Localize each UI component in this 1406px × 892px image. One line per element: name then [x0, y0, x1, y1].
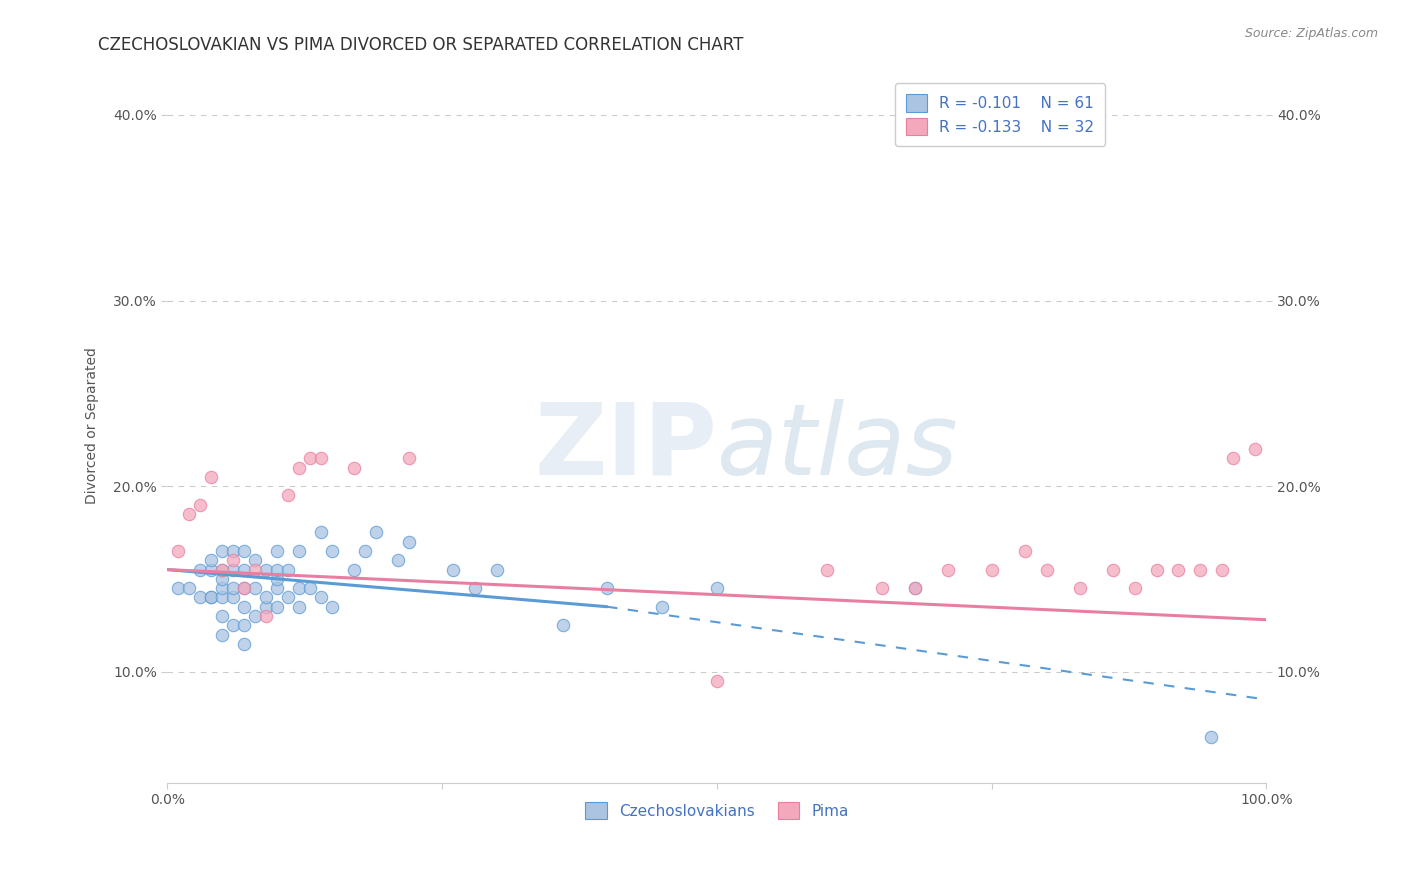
Point	[980, 563, 1002, 577]
Point	[1211, 563, 1233, 577]
Point	[254, 591, 277, 605]
Point	[254, 609, 277, 624]
Point	[1069, 581, 1091, 595]
Point	[245, 581, 267, 595]
Point	[398, 451, 420, 466]
Point	[233, 544, 256, 558]
Point	[277, 563, 299, 577]
Point	[288, 460, 311, 475]
Point	[277, 488, 299, 502]
Point	[387, 553, 409, 567]
Point	[233, 637, 256, 651]
Point	[904, 581, 927, 595]
Point	[233, 581, 256, 595]
Point	[190, 591, 212, 605]
Point	[200, 563, 222, 577]
Point	[211, 572, 233, 586]
Point	[299, 451, 322, 466]
Point	[299, 581, 322, 595]
Point	[1101, 563, 1123, 577]
Point	[211, 609, 233, 624]
Point	[266, 599, 288, 614]
Point	[398, 534, 420, 549]
Point	[651, 599, 673, 614]
Point	[179, 507, 201, 521]
Point	[815, 563, 838, 577]
Point	[222, 563, 245, 577]
Point	[486, 563, 509, 577]
Point	[211, 544, 233, 558]
Legend: Czechoslovakians, Pima: Czechoslovakians, Pima	[579, 796, 855, 825]
Point	[167, 544, 190, 558]
Point	[222, 581, 245, 595]
Point	[311, 525, 333, 540]
Point	[233, 581, 256, 595]
Point	[233, 563, 256, 577]
Point	[1189, 563, 1212, 577]
Point	[200, 591, 222, 605]
Point	[706, 581, 728, 595]
Point	[222, 553, 245, 567]
Point	[288, 544, 311, 558]
Point	[233, 618, 256, 632]
Point	[233, 599, 256, 614]
Point	[321, 544, 343, 558]
Point	[904, 581, 927, 595]
Point	[167, 581, 190, 595]
Point	[288, 599, 311, 614]
Point	[936, 563, 959, 577]
Point	[266, 581, 288, 595]
Point	[245, 553, 267, 567]
Point	[343, 563, 366, 577]
Point	[211, 563, 233, 577]
Point	[870, 581, 893, 595]
Point	[266, 544, 288, 558]
Point	[200, 553, 222, 567]
Point	[266, 563, 288, 577]
Point	[366, 525, 388, 540]
Point	[211, 563, 233, 577]
Point	[1201, 730, 1223, 744]
Point	[277, 591, 299, 605]
Point	[1167, 563, 1189, 577]
Y-axis label: Divorced or Separated: Divorced or Separated	[86, 347, 100, 504]
Point	[706, 673, 728, 688]
Text: CZECHOSLOVAKIAN VS PIMA DIVORCED OR SEPARATED CORRELATION CHART: CZECHOSLOVAKIAN VS PIMA DIVORCED OR SEPA…	[98, 36, 744, 54]
Point	[1146, 563, 1168, 577]
Text: ZIP: ZIP	[534, 399, 717, 496]
Point	[1014, 544, 1036, 558]
Point	[211, 581, 233, 595]
Point	[311, 451, 333, 466]
Point	[190, 563, 212, 577]
Point	[266, 572, 288, 586]
Point	[321, 599, 343, 614]
Point	[1244, 442, 1267, 456]
Point	[288, 581, 311, 595]
Point	[1123, 581, 1146, 595]
Point	[179, 581, 201, 595]
Point	[596, 581, 619, 595]
Point	[311, 591, 333, 605]
Point	[222, 618, 245, 632]
Point	[441, 563, 464, 577]
Text: Source: ZipAtlas.com: Source: ZipAtlas.com	[1244, 27, 1378, 40]
Point	[190, 498, 212, 512]
Point	[354, 544, 377, 558]
Point	[222, 544, 245, 558]
Point	[254, 563, 277, 577]
Point	[200, 470, 222, 484]
Point	[1035, 563, 1057, 577]
Point	[254, 599, 277, 614]
Point	[245, 563, 267, 577]
Point	[245, 609, 267, 624]
Text: atlas: atlas	[717, 399, 959, 496]
Point	[211, 591, 233, 605]
Point	[343, 460, 366, 475]
Point	[200, 591, 222, 605]
Point	[551, 618, 574, 632]
Point	[1222, 451, 1244, 466]
Point	[464, 581, 486, 595]
Point	[211, 627, 233, 641]
Point	[222, 591, 245, 605]
